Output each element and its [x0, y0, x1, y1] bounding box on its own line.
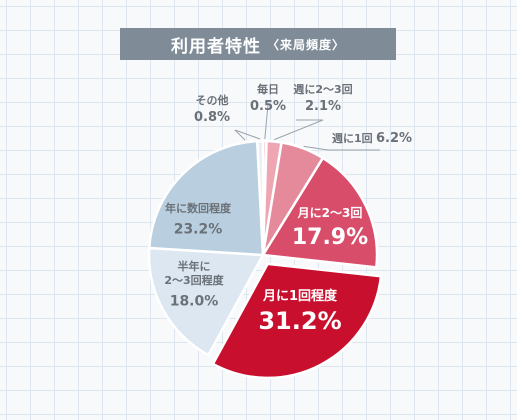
slice-label: 年に数回程度: [165, 201, 232, 215]
slice-label: その他: [196, 93, 229, 107]
chart-title: 利用者特性: [170, 36, 261, 57]
leader-line: [274, 119, 324, 141]
slice-value: 0.5%: [250, 99, 286, 114]
pie-slice: [211, 262, 383, 380]
slice-label: 毎日: [257, 82, 279, 96]
chart-title-bar: 利用者特性 〈来局頻度〉: [120, 28, 396, 60]
slice-value: 17.9%: [292, 225, 368, 250]
leader-line: [234, 129, 261, 141]
slice-label: 2～3回程度: [164, 273, 224, 287]
chart-subtitle: 〈来局頻度〉: [266, 37, 345, 52]
slice-value: 6.2%: [376, 131, 412, 146]
pie-slice: [260, 156, 379, 269]
leader-line: [303, 145, 380, 151]
slice-value: 23.2%: [174, 222, 223, 238]
slice-value: 18.0%: [170, 294, 219, 310]
slice-value: 31.2%: [258, 307, 341, 335]
slice-label: 月に1回程度: [262, 288, 338, 304]
slice-label: 半年に: [178, 259, 211, 273]
slice-label: 週に1回: [332, 131, 373, 145]
slice-value: 0.8%: [194, 110, 230, 125]
pie-slice: [147, 246, 266, 357]
slice-label: 週に2～3回: [293, 82, 352, 96]
pie-slice: [147, 139, 265, 257]
leader-line: [264, 104, 269, 140]
slice-label: 月に2～3回: [297, 206, 363, 220]
slice-value: 2.1%: [305, 99, 341, 114]
pie-slice: [255, 139, 265, 256]
